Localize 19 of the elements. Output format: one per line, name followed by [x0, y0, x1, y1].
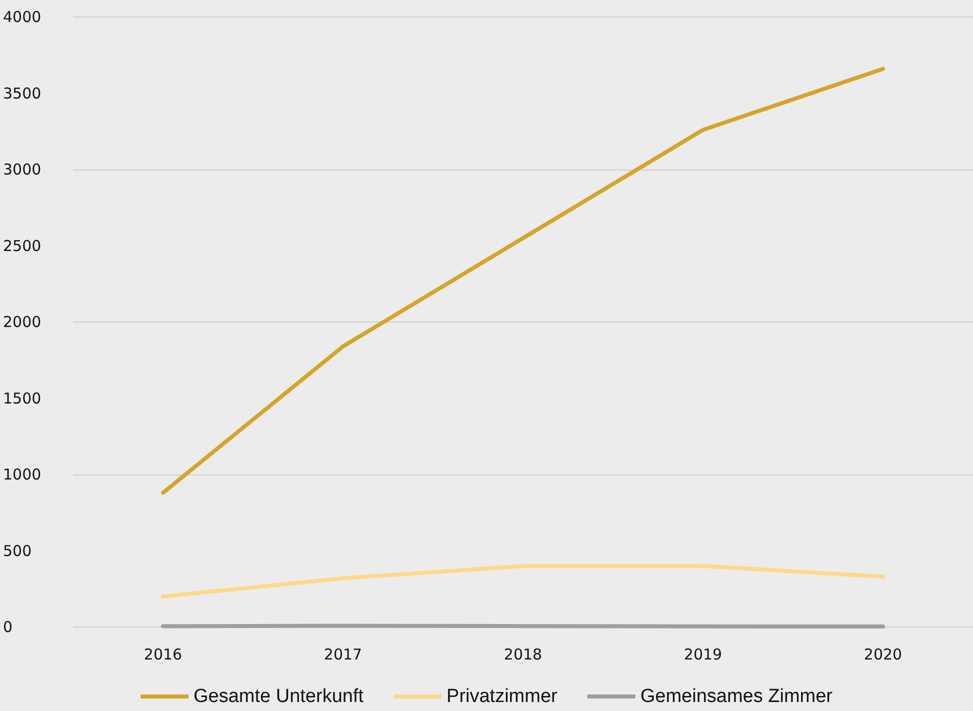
y-tick-label: 3500 — [3, 84, 42, 102]
y-tick-label: 3000 — [3, 160, 42, 178]
legend-label: Privatzimmer — [446, 686, 558, 707]
y-tick-label: 2500 — [3, 236, 42, 255]
y-tick-label: 1500 — [3, 389, 42, 408]
x-tick-label: 2016 — [144, 646, 182, 664]
x-tick-label: 2019 — [684, 646, 722, 664]
y-tick-label: 500 — [3, 542, 32, 560]
x-tick-label: 2018 — [504, 646, 542, 664]
y-tick-label: 0 — [3, 618, 13, 636]
line-series — [161, 66, 885, 495]
legend-label: Gemeinsames Zimmer — [640, 686, 834, 707]
y-tick-label: 1000 — [3, 466, 42, 484]
x-tick-label: 2017 — [324, 646, 362, 664]
legend-label: Gesamte Unterkunft — [194, 686, 364, 707]
y-tick-label: 2000 — [3, 313, 42, 331]
y-tick-label: 4000 — [3, 8, 42, 26]
x-tick-label: 2020 — [864, 646, 902, 664]
line-series — [161, 564, 885, 598]
